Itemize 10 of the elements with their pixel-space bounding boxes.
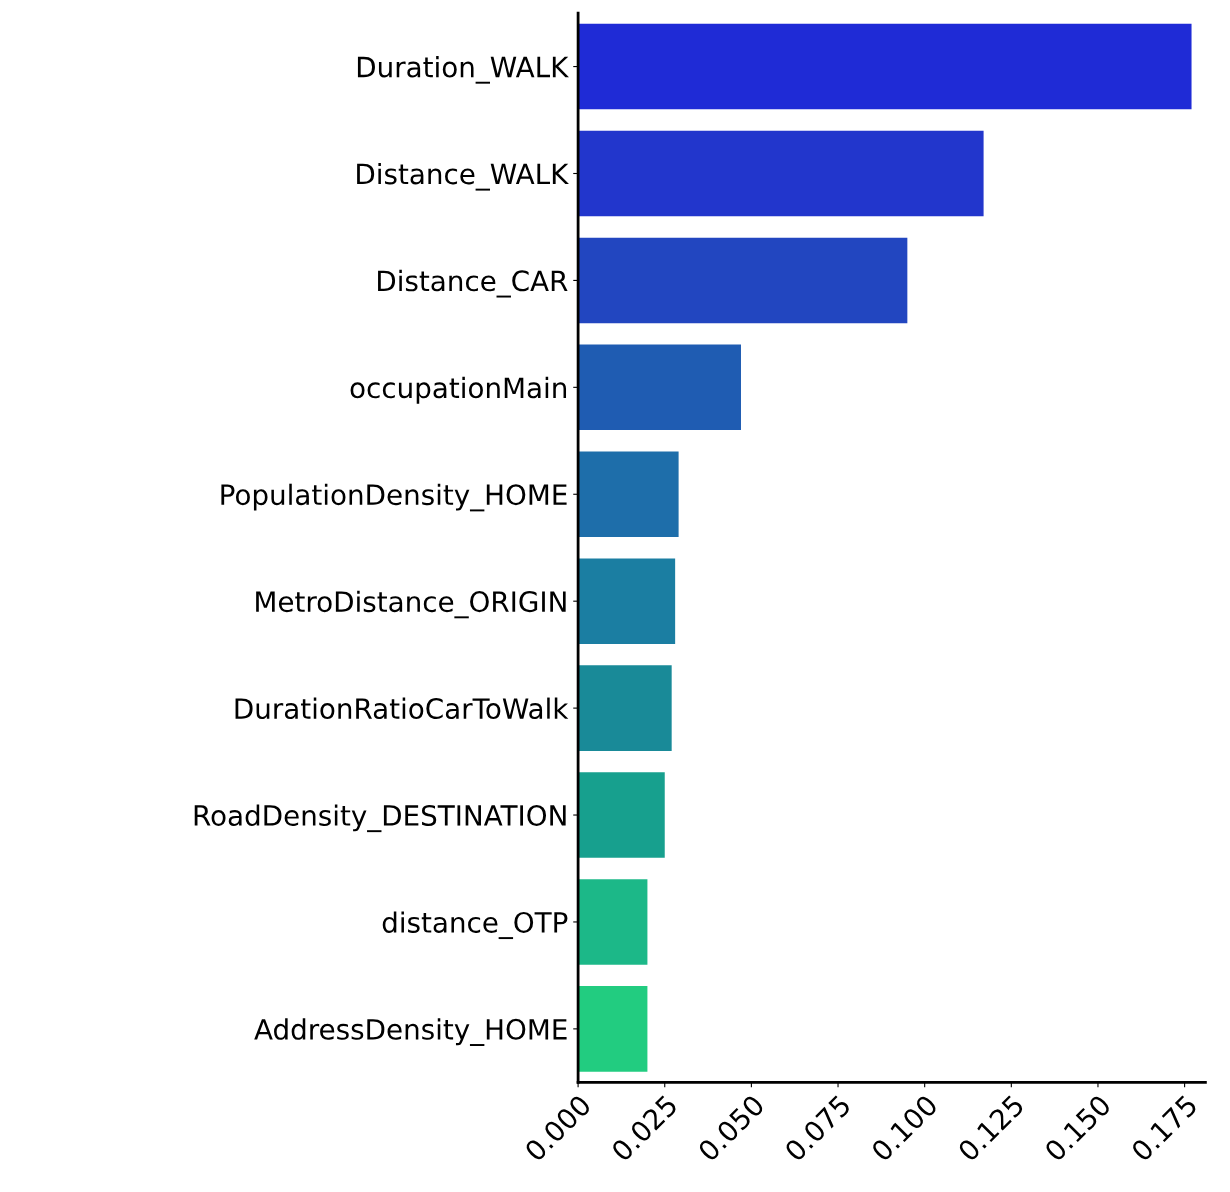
y-tick-label: Distance_WALK	[357, 162, 569, 191]
y-tick-label: distance_OTP	[382, 911, 568, 940]
y-tick-label: AddressDensity_HOME	[254, 1018, 567, 1046]
y-tick-label: DurationRatioCarToWalk	[235, 697, 569, 720]
y-tick-label: MetroDistance_ORIGIN	[256, 590, 566, 619]
y-tick-label: RoadDensity_DESTINATION	[194, 804, 566, 833]
y-tick-label: PopulationDensity_HOME	[221, 483, 567, 512]
y-tick-label: Duration_WALK	[357, 56, 569, 84]
y-tick-label: occupationMain	[350, 376, 567, 404]
y-tick-label: Distance_CAR	[378, 269, 568, 298]
